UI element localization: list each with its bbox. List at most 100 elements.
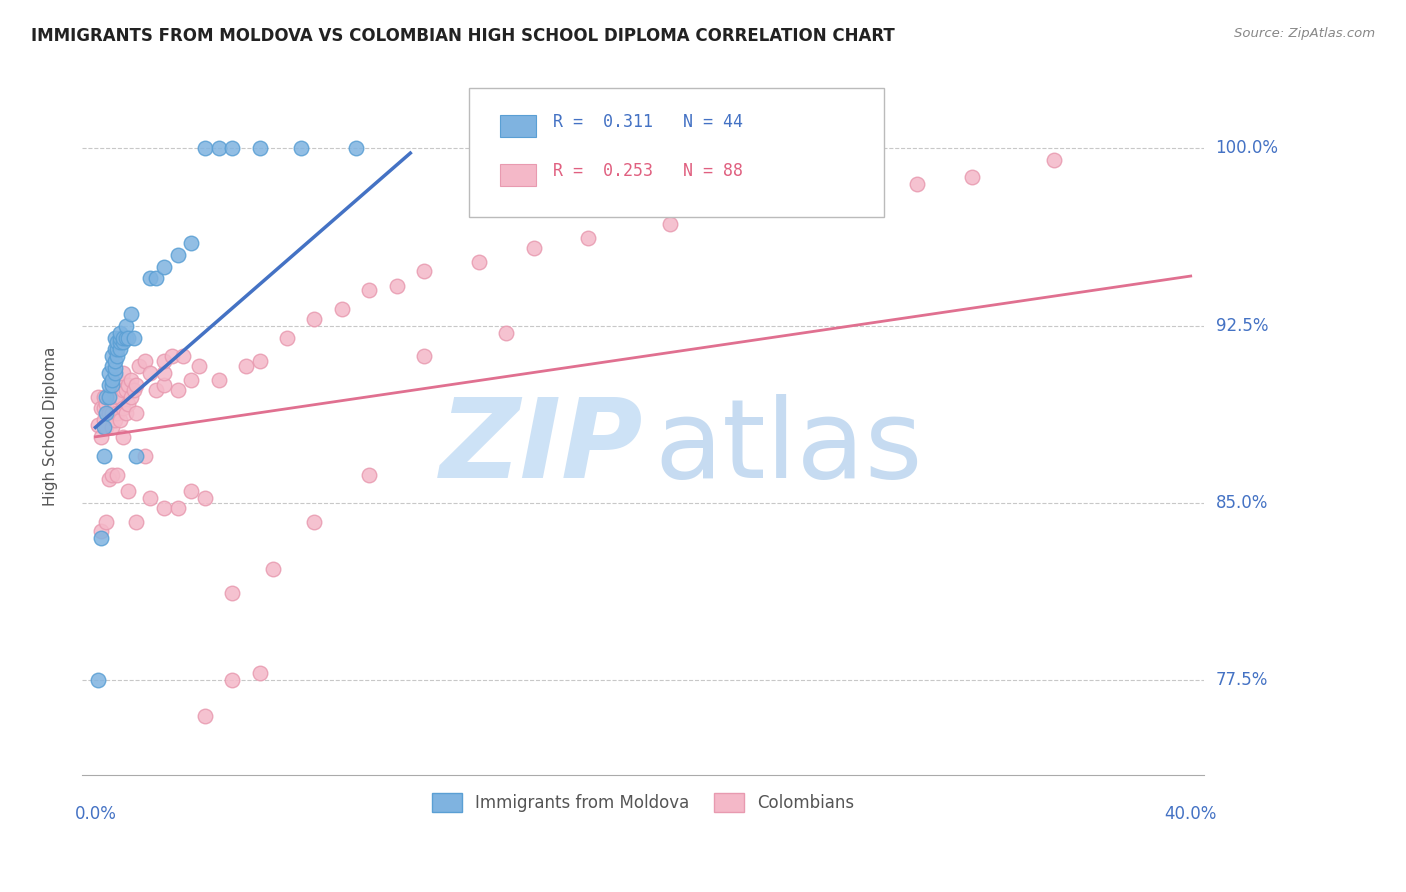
Point (93, 413, 115, 427)
Point (105, 343, 128, 357)
Point (290, 141, 312, 155)
Point (111, 430, 134, 444)
Point (304, 311, 326, 326)
Point (262, 562, 284, 576)
Point (188, 359, 211, 373)
Point (87, 417, 110, 432)
Point (108, 330, 131, 344)
Point (104, 354, 127, 368)
Point (413, 350, 436, 364)
FancyBboxPatch shape (470, 88, 884, 217)
Point (160, 350, 183, 364)
Point (108, 326, 131, 340)
Point (111, 366, 134, 380)
Point (120, 307, 142, 321)
Point (87, 673, 110, 688)
Point (180, 235, 202, 250)
Text: atlas: atlas (654, 393, 922, 500)
Point (145, 271, 167, 285)
Point (344, 141, 367, 155)
Point (153, 354, 176, 368)
Point (359, 283, 381, 297)
Text: ZIP: ZIP (440, 393, 643, 500)
Point (90, 524, 112, 539)
Point (221, 673, 243, 688)
Point (153, 260, 176, 274)
Point (522, 241, 544, 255)
Point (114, 330, 136, 344)
Point (111, 330, 134, 344)
Point (221, 586, 243, 600)
Point (96, 390, 118, 404)
Text: IMMIGRANTS FROM MOLDOVA VS COLOMBIAN HIGH SCHOOL DIPLOMA CORRELATION CHART: IMMIGRANTS FROM MOLDOVA VS COLOMBIAN HIG… (31, 27, 894, 45)
Point (249, 141, 271, 155)
Point (98, 390, 121, 404)
Point (93, 420, 115, 434)
Point (125, 515, 148, 529)
Point (101, 377, 124, 392)
Legend: Immigrants from Moldova, Colombians: Immigrants from Moldova, Colombians (425, 787, 862, 819)
Point (108, 335, 131, 350)
Point (221, 141, 243, 155)
Point (249, 354, 271, 368)
Point (98, 390, 121, 404)
Point (468, 255, 491, 269)
Point (104, 343, 127, 357)
Point (134, 449, 156, 463)
Point (824, 184, 846, 198)
Point (117, 397, 139, 411)
Point (180, 373, 202, 387)
Point (101, 359, 124, 373)
Point (276, 330, 298, 344)
Point (105, 373, 128, 387)
Point (166, 500, 188, 515)
Point (249, 666, 271, 681)
Point (208, 373, 231, 387)
FancyBboxPatch shape (501, 164, 537, 186)
Point (104, 413, 127, 427)
Point (104, 397, 127, 411)
Point (128, 359, 150, 373)
Point (101, 350, 124, 364)
Point (145, 383, 167, 397)
Point (139, 271, 162, 285)
Point (304, 515, 326, 529)
Point (101, 373, 124, 387)
Point (122, 330, 145, 344)
Point (659, 217, 682, 231)
Text: R =  0.311   N = 44: R = 0.311 N = 44 (553, 113, 744, 131)
Point (153, 500, 176, 515)
Point (139, 366, 162, 380)
Point (359, 467, 381, 482)
Point (125, 449, 148, 463)
Point (104, 366, 127, 380)
Point (93, 401, 115, 416)
Text: R =  0.253   N = 88: R = 0.253 N = 88 (553, 162, 744, 180)
Point (105, 350, 128, 364)
Point (98, 472, 121, 486)
Point (117, 330, 139, 344)
Point (104, 377, 127, 392)
Point (104, 361, 127, 376)
Point (105, 406, 128, 420)
Point (960, 169, 983, 184)
Point (96, 406, 118, 420)
Point (105, 390, 128, 404)
Point (111, 383, 134, 397)
Point (495, 326, 517, 340)
Point (105, 467, 128, 482)
Text: 40.0%: 40.0% (1164, 805, 1218, 823)
Point (330, 302, 353, 317)
Point (117, 377, 139, 392)
Point (98, 366, 121, 380)
Point (114, 318, 136, 333)
Point (108, 413, 131, 427)
Point (385, 278, 408, 293)
Point (108, 343, 131, 357)
Point (101, 420, 124, 434)
Point (120, 373, 142, 387)
Point (114, 383, 136, 397)
FancyBboxPatch shape (501, 115, 537, 137)
Point (117, 484, 139, 499)
Point (96, 397, 118, 411)
